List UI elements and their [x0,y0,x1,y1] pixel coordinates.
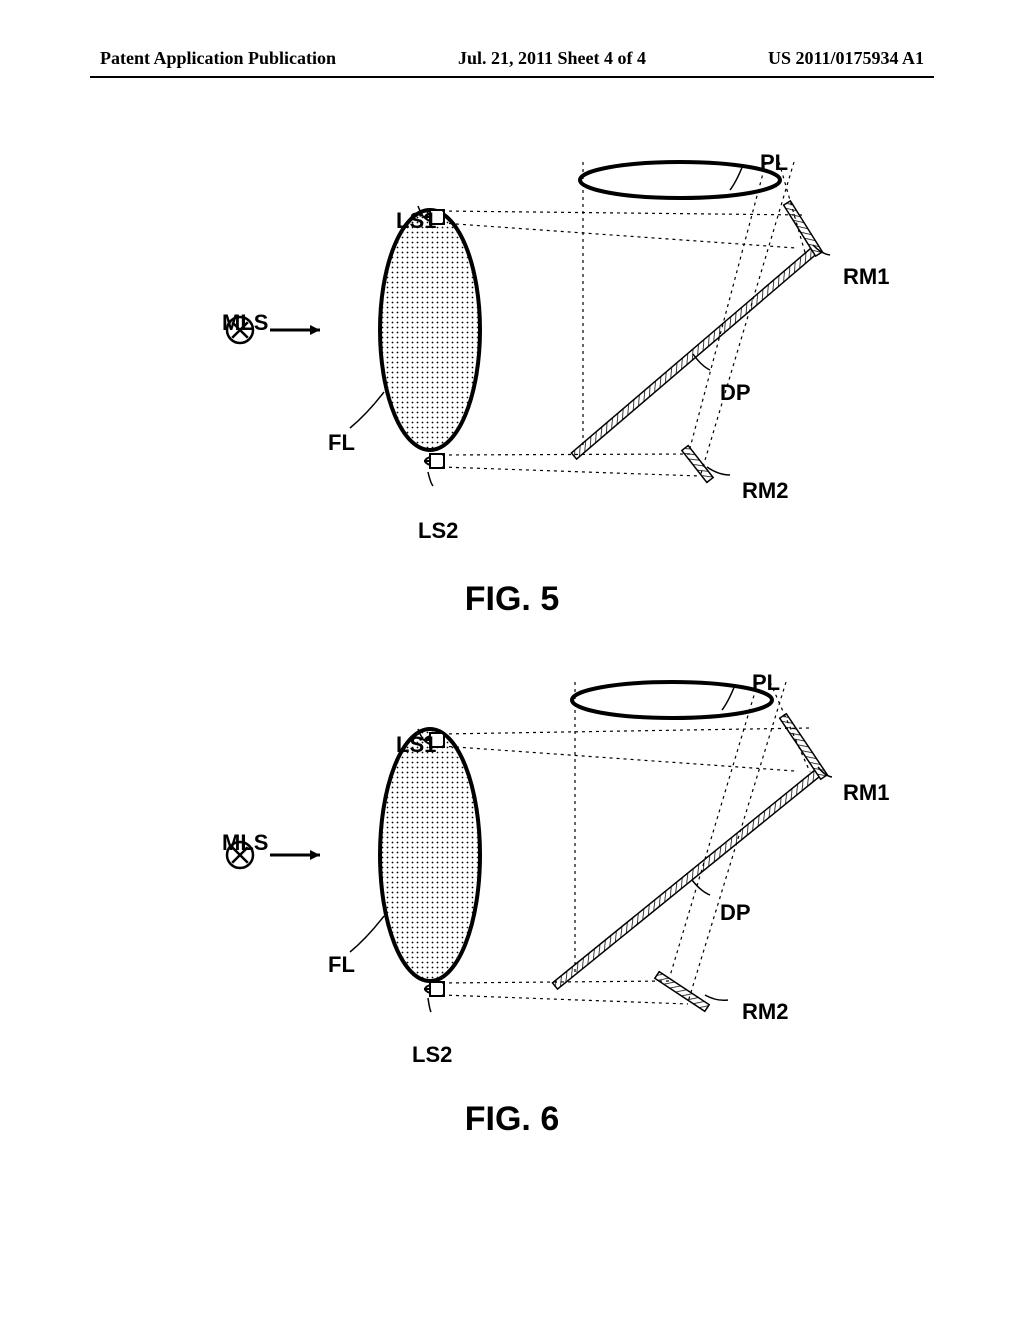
fig6-label-mls: MLS [222,830,268,856]
fig6-label-ls2: LS2 [412,1042,452,1068]
figure-5-caption: FIG. 5 [0,580,1024,619]
fig6-label-rm2: RM2 [742,999,788,1025]
fig5-label-rm2: RM2 [742,478,788,504]
header-rule [90,76,934,78]
fig6-label-fl: FL [328,952,355,978]
fig5-label-rm1: RM1 [843,264,889,290]
header-center: Jul. 21, 2011 Sheet 4 of 4 [458,48,646,69]
fig5-label-fl: FL [328,430,355,456]
fig5-label-pl: PL [760,150,788,176]
fig5-label-ls2: LS2 [418,518,458,544]
fig6-label-rm1: RM1 [843,780,889,806]
header-right: US 2011/0175934 A1 [768,48,924,69]
figure-6-caption: FIG. 6 [0,1100,1024,1139]
fig6-label-dp: DP [720,900,751,926]
fig6-label-pl: PL [752,670,780,696]
fig5-label-mls: MLS [222,310,268,336]
page-header: Patent Application Publication Jul. 21, … [0,48,1024,69]
header-left: Patent Application Publication [100,48,336,69]
fig6-label-ls1: LS1 [396,732,436,758]
fig5-label-dp: DP [720,380,751,406]
fig5-label-ls1: LS1 [396,208,436,234]
